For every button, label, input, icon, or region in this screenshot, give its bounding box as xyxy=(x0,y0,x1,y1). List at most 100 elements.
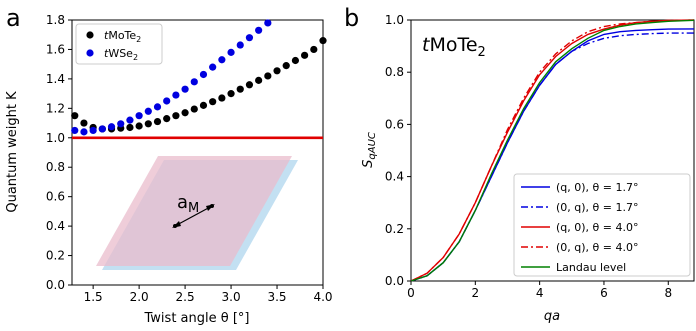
y-tick-label: 0.0 xyxy=(46,278,65,292)
tmote2-point xyxy=(135,122,143,130)
y-tick-label: 0.2 xyxy=(46,249,65,263)
lattice-site-left xyxy=(173,224,177,228)
panel-b-annotation: tMoTe2 xyxy=(422,34,486,60)
panel-b-yticks: 0.0 0.2 0.4 0.6 0.8 1.0 xyxy=(385,13,411,288)
tmote2-point xyxy=(301,51,309,59)
tmote2-point xyxy=(144,120,152,128)
panel-b-legend: (q, 0), θ = 1.7° (0, q), θ = 1.7° (q, 0), … xyxy=(513,173,691,277)
y-tick-label: 1.6 xyxy=(46,42,65,56)
twse2-point xyxy=(153,103,162,111)
tmote2-point xyxy=(255,76,263,84)
x-tick-label: 3.0 xyxy=(222,290,241,304)
twse2-point xyxy=(209,63,217,71)
tmote2-point xyxy=(319,37,327,45)
y-tick-label: 1.2 xyxy=(46,101,65,115)
tmote2-point xyxy=(181,109,189,117)
legend-label-twse2: tWSe2 xyxy=(104,47,138,62)
panel-a-legend: tMoTe2 tWSe2 xyxy=(75,23,163,65)
tmote2-point xyxy=(236,85,244,93)
legend-label-tmote2: tMoTe2 xyxy=(104,29,141,44)
x-tick-label: 2.0 xyxy=(130,290,149,304)
legend-label-2: (q, 0), θ = 4.0° xyxy=(556,221,638,234)
legend-label-0: (q, 0), θ = 1.7° xyxy=(556,181,638,194)
x-tick-label: 3.5 xyxy=(267,290,286,304)
series-line-4 xyxy=(410,19,695,282)
tmote2-point xyxy=(218,94,226,102)
x-tick-label: 1.5 xyxy=(84,290,103,304)
x-tick-label: 4 xyxy=(536,286,544,300)
y-tick-label: 1.8 xyxy=(46,13,65,27)
x-tick-label: 4.0 xyxy=(313,290,332,304)
tmote2-point xyxy=(264,72,272,80)
twse2-point xyxy=(80,128,88,136)
y-tick-label: 1.4 xyxy=(46,72,65,86)
twse2-point xyxy=(98,125,106,133)
y-tick-label: 1.0 xyxy=(46,131,65,145)
tmote2-point xyxy=(153,117,162,126)
panel-b-frame xyxy=(410,19,695,282)
twse2-point xyxy=(264,19,272,27)
panel-b-label: b xyxy=(344,4,359,32)
legend-label-1: (0, q), θ = 1.7° xyxy=(556,201,638,214)
y-tick-label: 0.2 xyxy=(385,222,404,236)
twse2-point xyxy=(163,97,171,105)
twse2-point xyxy=(117,120,125,128)
panel-a-ylabel: Quantum weight K xyxy=(5,91,20,213)
y-tick-label: 0.8 xyxy=(385,65,404,79)
lattice-vector-arrow xyxy=(174,205,213,227)
twse2-point xyxy=(181,85,189,93)
twse2-point xyxy=(89,126,97,135)
y-tick-label: 0.8 xyxy=(46,160,65,174)
tmote2-point xyxy=(282,62,290,70)
tmote2-point xyxy=(209,98,217,106)
twse2-point xyxy=(71,126,79,135)
x-tick-label: 2 xyxy=(471,286,479,300)
x-tick-label: 8 xyxy=(664,286,672,300)
x-tick-label: 0 xyxy=(407,286,415,300)
panel-b-ylabel: SqAUC xyxy=(361,132,378,168)
panel-b-xlabel: qa xyxy=(544,309,560,324)
twse2-point xyxy=(107,123,116,131)
twse2-point xyxy=(255,26,263,34)
legend-marker-tmote2 xyxy=(86,31,94,39)
twse2-point xyxy=(199,70,208,79)
tmote2-point xyxy=(245,81,254,89)
panel-a-marks xyxy=(71,19,327,136)
y-tick-label: 0.6 xyxy=(46,190,65,204)
twse2-point xyxy=(144,107,152,115)
tmote2-point xyxy=(163,115,171,123)
lattice-layer-pink xyxy=(96,156,292,266)
y-tick-label: 0.4 xyxy=(46,219,65,233)
tmote2-point xyxy=(126,123,134,132)
tmote2-point xyxy=(190,105,198,113)
twse2-point xyxy=(218,56,226,64)
y-tick-label: 1.0 xyxy=(385,13,404,27)
panel-a-label: a xyxy=(6,4,21,32)
x-tick-label: 6 xyxy=(600,286,608,300)
legend-box xyxy=(513,173,691,277)
panel-a: a aM 1.5 2.0 2.5 3.0 3.5 4.0 0.0 0.2 0.4 0.6 0.8 1… xyxy=(5,4,333,326)
tmote2-point xyxy=(291,56,300,65)
twse2-point xyxy=(135,112,143,120)
twse2-point xyxy=(126,116,134,124)
y-tick-label: 0.0 xyxy=(385,274,404,288)
lattice-vector-label: aM xyxy=(177,192,199,216)
twse2-point xyxy=(190,78,198,86)
panel-a-xlabel: Twist angle θ [°] xyxy=(144,311,250,326)
twse2-point xyxy=(227,48,235,56)
lattice-site-right xyxy=(210,204,214,208)
series-line-3 xyxy=(410,19,695,282)
legend-marker-twse2 xyxy=(86,49,94,57)
panel-a-yticks: 0.0 0.2 0.4 0.6 0.8 1.0 1.2 1.4 1.6 1.8 xyxy=(46,13,72,292)
panel-b: b 0 2 4 6 8 0.0 0.2 0.4 0.6 0.8 1.0 tMoTe2 qa SqA… xyxy=(344,4,695,324)
panel-a-frame xyxy=(71,19,324,286)
twse2-point xyxy=(236,41,244,49)
legend-box xyxy=(75,23,163,65)
y-tick-label: 0.6 xyxy=(385,117,404,131)
tmote2-point xyxy=(80,119,88,127)
tmote2-point xyxy=(310,45,318,54)
tmote2-point xyxy=(172,112,180,120)
panel-b-xticks: 0 2 4 6 8 xyxy=(407,281,672,300)
tmote2-point xyxy=(71,112,79,120)
